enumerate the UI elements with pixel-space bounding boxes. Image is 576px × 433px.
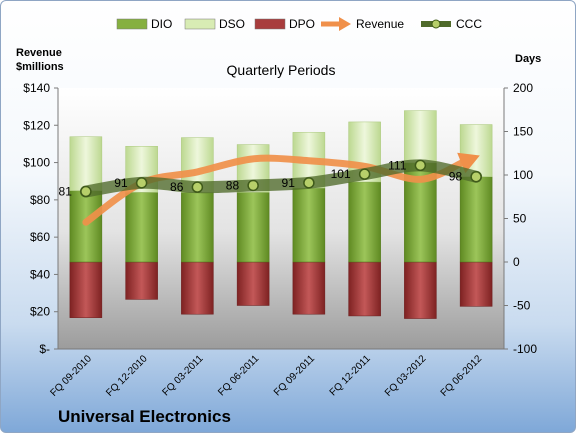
dpo-bar [459,261,493,307]
ccc-point [470,170,482,183]
left-tick-label: $100 [23,156,50,170]
ccc-point [247,179,259,192]
right-axis-title: Days [515,53,541,65]
legend-swatch-dso [184,18,216,30]
dio-bar [348,181,381,263]
legend-label-ccc: CCC [456,17,482,31]
dpo-bar [236,261,270,306]
x-tick-label: FQ 09-2010 [48,353,94,399]
ccc-data-label: 111 [388,158,407,172]
left-axis-title-line1: Revenue [16,47,62,59]
ccc-data-label: 98 [449,170,463,184]
company-name: Universal Electronics [58,407,231,426]
right-tick-label: -100 [513,342,537,356]
dio-bar [125,192,158,263]
legend-swatch-dpo [254,18,286,30]
left-tick-label: $140 [23,81,50,95]
plot-area [58,88,504,349]
dio-bar [69,190,103,263]
revenue-arrowhead [457,152,480,174]
right-tick-label: 100 [513,168,533,182]
dpo-bar [404,261,437,319]
right-tick-label: -50 [513,299,531,313]
ccc-data-label: 91 [114,176,128,190]
dpo-bar [292,261,326,315]
ccc-point [303,177,315,189]
dso-bar [404,110,437,164]
dio-bar [236,192,270,263]
legend-arrowhead-revenue [339,17,351,31]
left-tick-label: $20 [30,305,50,319]
ccc-data-label: 86 [170,180,184,194]
dpo-bar [69,261,103,318]
x-tick-label: FQ 06-2011 [216,353,261,398]
legend-label-dpo: DPO [289,17,315,31]
left-axis-title-line2: $millions [16,61,64,73]
dio-bar [459,176,493,263]
ccc-point [358,168,371,180]
left-tick-label: $40 [30,267,50,281]
legend-label-revenue: Revenue [356,17,404,31]
x-tick-label: FQ 03-2012 [383,353,429,399]
x-tick-label: FQ 06-2012 [439,353,485,399]
chart-title: Quarterly Periods [227,62,336,78]
ccc-point [80,185,92,198]
dio-bar [181,192,214,263]
legend-label-dio: DIO [151,17,172,31]
ccc-data-label: 91 [282,176,296,190]
dpo-bar [348,261,381,317]
right-tick-label: 150 [513,125,533,139]
right-tick-label: 0 [513,255,520,269]
legend-swatch-dio [116,18,148,30]
ccc-data-label: 101 [331,167,351,181]
ccc-data-label: 88 [226,178,240,192]
ccc-point [414,159,427,172]
dpo-bar [125,261,158,300]
dso-bar [69,136,103,191]
ccc-point [191,181,204,193]
left-tick-label: $80 [30,193,50,207]
x-tick-label: FQ 03-2011 [161,353,206,398]
left-tick-label: $60 [30,230,50,244]
legend-marker-ccc [431,19,441,29]
x-tick-label: FQ 12-2011 [328,353,373,398]
dpo-bar [181,261,214,315]
right-tick-label: 200 [513,81,533,95]
right-tick-label: 50 [513,212,527,226]
x-tick-label: FQ 09-2011 [272,353,317,398]
legend-label-dso: DSO [219,17,245,31]
x-tick-label: FQ 12-2010 [104,353,150,399]
ccc-point [135,177,148,189]
ccc-data-label: 81 [59,185,73,199]
left-tick-label: $- [39,342,50,356]
dio-bar [292,187,326,263]
left-tick-label: $120 [23,118,50,132]
